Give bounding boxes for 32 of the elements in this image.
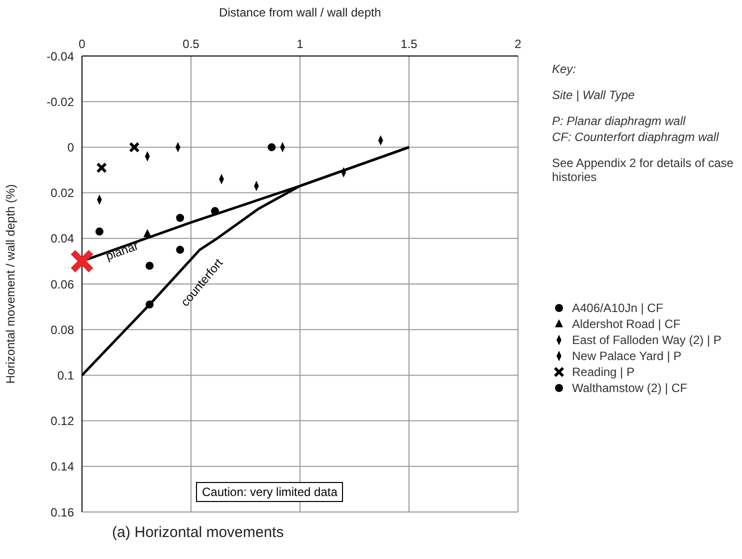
text: CF: Counterfort diaphragm wall	[552, 130, 720, 144]
legend-label: Reading | P	[572, 365, 634, 379]
x-tick-label: 2	[514, 37, 522, 51]
legend-label: Aldershot Road | CF	[572, 317, 680, 331]
text: See Appendix 2 for details of case histories	[552, 156, 734, 184]
legend-label: Walthamstow (2) | CF	[572, 381, 688, 395]
legend-label: East of Falloden Way (2) | P	[572, 333, 722, 347]
y-tick-label: 0.04	[50, 232, 74, 246]
x-axis-title: Distance from wall / wall depth	[218, 6, 382, 20]
x-tick-label: 1	[296, 37, 304, 51]
y-tick-label: 0.06	[50, 277, 74, 292]
y-tick-label: -0.04	[46, 49, 74, 64]
x-tick-label: 0	[78, 37, 86, 51]
text: Key:	[552, 62, 578, 76]
annotation: Caution: very limited data	[196, 482, 344, 502]
y-tick-label: 0.16	[50, 505, 74, 520]
text: P: Planar diaphragm wall	[552, 114, 687, 128]
y-tick-label: 0.08	[50, 322, 74, 337]
y-tick-label: 0.12	[50, 414, 74, 428]
text: (a) Horizontal movements	[112, 524, 284, 541]
y-tick-label: -0.02	[46, 94, 74, 109]
legend-label: A406/A10Jn | CF	[572, 301, 664, 315]
x-tick-label: 1.5	[400, 37, 418, 51]
y-tick-label: 0.1	[57, 368, 74, 382]
legend-label: New Palace Yard | P	[572, 349, 682, 363]
text: Site | Wall Type	[552, 88, 636, 102]
y-tick-label: 0.02	[50, 186, 74, 200]
y-axis-title: Horizontal movement / wall depth (%)	[3, 184, 18, 384]
y-tick-label: 0	[67, 140, 74, 154]
y-tick-label: 0.14	[50, 460, 74, 474]
annotation: planar	[104, 238, 140, 264]
x-tick-label: 0.5	[182, 37, 200, 51]
